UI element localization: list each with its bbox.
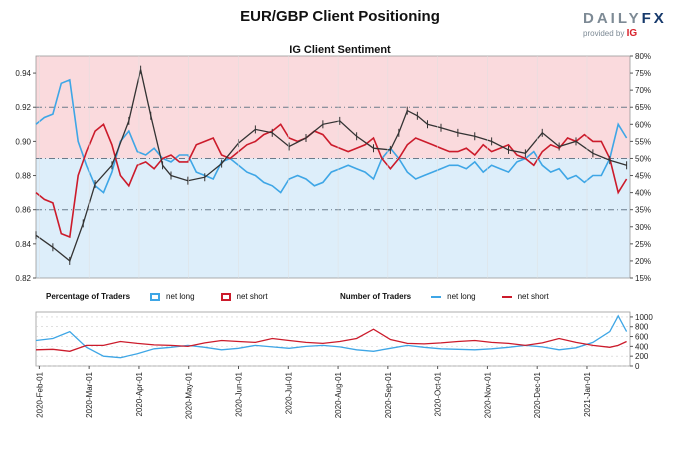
left-tick-label: 0.86	[15, 206, 31, 215]
net-long-line-icon	[431, 295, 442, 298]
logo-provided-by: provided by IG	[583, 28, 673, 39]
legend-num-long: net long	[447, 292, 476, 301]
legend-num-title: Number of Traders	[340, 292, 412, 301]
sentiment-frame	[35, 55, 631, 279]
traders-frame	[35, 311, 631, 367]
chart-title: EUR/GBP Client Positioning	[240, 8, 440, 25]
right-tick-label: 40%	[635, 189, 651, 198]
price-line	[35, 69, 627, 262]
x-tick-label: 2020-Mar-01	[85, 371, 94, 417]
x-tick-label: 2020-Feb-01	[35, 371, 44, 417]
traders-tick-label: 600	[635, 333, 649, 342]
x-tick-label: 2020-May-01	[185, 371, 194, 419]
logo-wordmark: DAILYFX	[583, 10, 673, 27]
x-tick-label: 2020-Apr-01	[135, 371, 144, 416]
legend-number: Number of Traders net long net short	[340, 292, 549, 301]
right-tick-label: 15%	[635, 274, 651, 283]
right-tick-label: 75%	[635, 69, 651, 78]
right-tick-label: 70%	[635, 86, 651, 95]
right-tick-label: 65%	[635, 103, 651, 112]
right-tick-label: 45%	[635, 172, 651, 181]
sentiment-net-long-line	[35, 78, 628, 194]
legend-pct-title: Percentage of Traders	[46, 292, 131, 301]
left-tick-label: 0.90	[15, 137, 31, 146]
right-tick-label: 55%	[635, 137, 651, 146]
logo-daily: DAILY	[583, 10, 642, 27]
traders-tick-label: 1000	[635, 313, 653, 322]
net-short-swatch-icon	[220, 292, 231, 301]
legend-num-short: net short	[517, 292, 549, 301]
logo-ig: IG	[626, 28, 638, 39]
net-short-line-icon	[501, 295, 512, 298]
left-tick-label: 0.82	[15, 274, 31, 283]
x-tick-label: 2020-Jul-01	[284, 371, 293, 414]
right-tick-label: 25%	[635, 240, 651, 249]
traders-tick-label: 0	[635, 362, 640, 371]
dailyfx-logo: DAILYFX provided by IG	[583, 10, 673, 39]
long-zone-bg	[36, 158, 630, 278]
right-tick-label: 20%	[635, 257, 651, 266]
traders-tick-label: 800	[635, 323, 649, 332]
sentiment-panel: 0.82 0.84 0.86 0.88 0.90 0.92 0.94 15% 20% 25% 30%…	[15, 52, 651, 283]
logo-fx: FX	[641, 10, 667, 27]
legend-percentage: Percentage of Traders net long net short	[46, 292, 268, 301]
right-tick-label: 30%	[635, 223, 651, 232]
x-tick-label: 2020-Oct-01	[434, 371, 443, 416]
right-tick-label: 35%	[635, 206, 651, 215]
left-tick-label: 0.92	[15, 103, 31, 112]
right-tick-label: 60%	[635, 120, 651, 129]
x-axis: 2020-Feb-01 2020-Mar-01 2020-Apr-01 2020-Ma…	[35, 56, 592, 419]
x-tick-label: 2020-Nov-01	[483, 371, 492, 418]
right-tick-label: 80%	[635, 52, 651, 61]
traders-tick-label: 200	[635, 352, 649, 361]
traders-net-long-line	[35, 314, 628, 359]
traders-net-short-line	[35, 328, 627, 352]
legend-pct-short: net short	[236, 292, 268, 301]
sentiment-net-short-line	[35, 123, 628, 239]
x-tick-label: 2020-Aug-01	[334, 371, 343, 418]
left-tick-label: 0.94	[15, 69, 31, 78]
x-tick-label: 2020-Sep-01	[384, 371, 393, 418]
x-tick-label: 2021-Jan-01	[583, 371, 592, 416]
left-tick-label: 0.84	[15, 240, 31, 249]
x-tick-label: 2020-Dec-01	[533, 371, 542, 418]
chart-subtitle: IG Client Sentiment	[289, 44, 391, 56]
net-long-swatch-icon	[150, 292, 161, 301]
legend-pct-long: net long	[166, 292, 195, 301]
traders-tick-label: 400	[635, 342, 649, 351]
x-tick-label: 2020-Jun-01	[235, 371, 244, 416]
short-zone-bg	[36, 56, 630, 159]
logo-provided-text: provided by	[583, 29, 625, 38]
left-tick-label: 0.88	[15, 172, 31, 181]
right-tick-label: 50%	[635, 154, 651, 163]
